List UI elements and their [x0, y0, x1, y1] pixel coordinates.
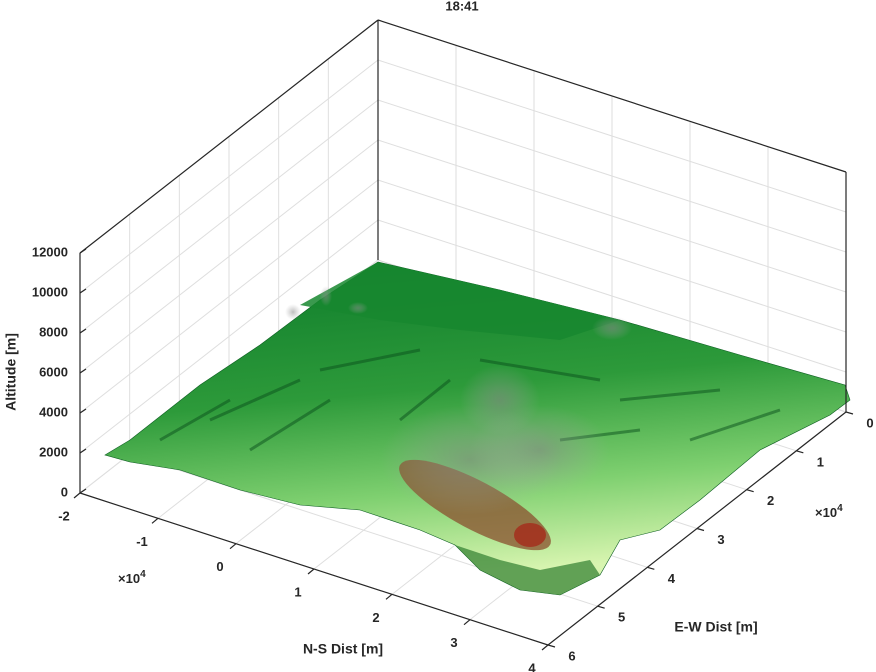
- y-tick-label: 5: [618, 610, 625, 625]
- z-tick-label: 12000: [32, 244, 68, 259]
- y-tick: [746, 489, 754, 493]
- y-tick: [845, 411, 854, 415]
- z-axis-label: Altitude [m]: [3, 333, 19, 411]
- y-tick-label: 1: [817, 454, 824, 469]
- z-tick-label: 8000: [39, 324, 68, 339]
- z-tick: [79, 368, 87, 374]
- axis-line: [79, 19, 379, 254]
- x-tick-label: 4: [528, 660, 536, 672]
- x-tick-label: 2: [372, 610, 379, 625]
- grid-line: [79, 99, 379, 334]
- z-tick: [79, 448, 87, 454]
- x-tick-label: 0: [216, 559, 223, 574]
- x-tick-label: 1: [294, 584, 301, 599]
- z-tick-label: 0: [61, 484, 68, 499]
- y-tick: [696, 527, 705, 532]
- grid-line: [79, 139, 379, 374]
- grid-line: [377, 59, 847, 213]
- y-tick-label: 6: [568, 648, 575, 663]
- x-multiplier-exponent: 4: [140, 569, 146, 580]
- z-tick-label: 6000: [39, 364, 68, 379]
- z-tick: [79, 248, 87, 254]
- grid-line: [377, 139, 847, 293]
- y-tick-label: 0: [866, 415, 873, 430]
- y-tick-label: 4: [668, 571, 676, 586]
- x-tick: [73, 492, 81, 499]
- grid-line: [79, 59, 379, 294]
- x-tick-label: 3: [450, 635, 457, 650]
- x-tick-label: -1: [136, 534, 148, 549]
- z-tick-label: 4000: [39, 404, 68, 419]
- chart-title: 18:41: [445, 0, 478, 13]
- y-multiplier: ×104: [815, 503, 843, 521]
- x-tick: [385, 593, 393, 600]
- x-axis-label: N-S Dist [m]: [303, 641, 383, 657]
- y-tick-label: 3: [717, 532, 724, 547]
- z-tick: [79, 408, 87, 414]
- y-axis-label: E-W Dist [m]: [674, 619, 757, 635]
- x-multiplier: ×104: [118, 569, 146, 587]
- z-tick: [79, 488, 87, 494]
- y-multiplier-base: ×10: [815, 505, 837, 520]
- x-tick: [541, 644, 549, 651]
- x-tick: [229, 543, 237, 550]
- grid-line: [377, 179, 847, 333]
- axis-line: [377, 19, 847, 173]
- y-tick: [547, 644, 556, 648]
- x-tick-label: -2: [58, 508, 70, 523]
- x-tick: [463, 619, 471, 626]
- grid-line: [377, 99, 847, 253]
- axes: -2 -1 0 1 2 3 4 0 1 2 3 4 5 6 0 2000 4000 6000 8000 10000 12…: [32, 19, 874, 672]
- grid-line: [79, 179, 379, 414]
- y-tick: [597, 605, 605, 609]
- y-tick-label: 2: [767, 493, 774, 508]
- x-tick: [151, 517, 159, 524]
- z-tick-label: 10000: [32, 284, 68, 299]
- grid-line: [377, 219, 847, 373]
- z-tick: [79, 328, 87, 334]
- y-tick: [647, 566, 655, 570]
- y-multiplier-exponent: 4: [837, 503, 843, 514]
- z-tick: [79, 288, 87, 294]
- y-tick: [796, 450, 804, 454]
- plume: [285, 286, 632, 515]
- x-multiplier-base: ×10: [118, 571, 140, 586]
- z-tick-label: 2000: [39, 444, 68, 459]
- grid-line: [79, 219, 379, 454]
- x-tick: [307, 568, 315, 575]
